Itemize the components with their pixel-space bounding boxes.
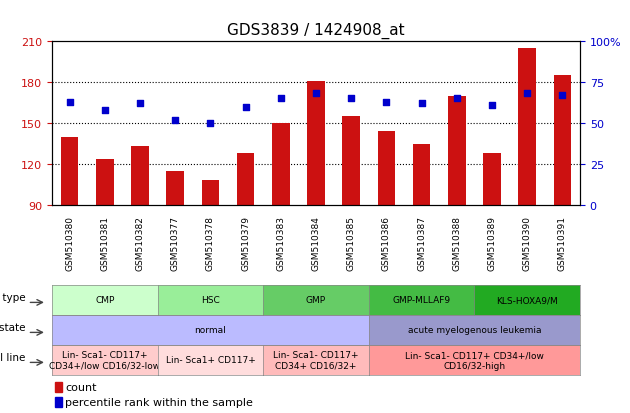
Text: Lin- Sca1+ CD117+: Lin- Sca1+ CD117+ bbox=[166, 356, 255, 365]
Point bbox=[241, 104, 251, 111]
Text: Lin- Sca1- CD117+
CD34+/low CD16/32-low: Lin- Sca1- CD117+ CD34+/low CD16/32-low bbox=[49, 351, 161, 370]
Bar bbox=[166, 171, 184, 206]
Bar bbox=[554, 76, 571, 206]
Text: KLS-HOXA9/M: KLS-HOXA9/M bbox=[496, 296, 558, 305]
Title: GDS3839 / 1424908_at: GDS3839 / 1424908_at bbox=[227, 23, 405, 39]
Text: disease state: disease state bbox=[0, 322, 26, 332]
Point bbox=[416, 101, 427, 107]
Text: CMP: CMP bbox=[95, 296, 115, 305]
Text: cell line: cell line bbox=[0, 352, 26, 362]
Bar bbox=[272, 124, 290, 206]
Bar bbox=[413, 144, 430, 206]
Point bbox=[311, 91, 321, 97]
Text: acute myelogenous leukemia: acute myelogenous leukemia bbox=[408, 326, 541, 335]
Text: Lin- Sca1- CD117+
CD34+ CD16/32+: Lin- Sca1- CD117+ CD34+ CD16/32+ bbox=[273, 351, 358, 370]
Point bbox=[64, 99, 74, 106]
Bar bbox=[342, 117, 360, 206]
Text: normal: normal bbox=[195, 326, 226, 335]
Bar bbox=[483, 154, 501, 206]
Bar bbox=[55, 382, 62, 392]
Bar bbox=[96, 159, 113, 206]
Text: Lin- Sca1- CD117+ CD34+/low
CD16/32-high: Lin- Sca1- CD117+ CD34+/low CD16/32-high bbox=[405, 351, 544, 370]
Bar bbox=[518, 49, 536, 206]
Bar bbox=[131, 147, 149, 206]
Text: percentile rank within the sample: percentile rank within the sample bbox=[66, 397, 253, 407]
Text: GMP-MLLAF9: GMP-MLLAF9 bbox=[392, 296, 450, 305]
Point bbox=[205, 121, 215, 127]
Point bbox=[135, 101, 145, 107]
Point bbox=[276, 96, 286, 102]
Point bbox=[381, 99, 391, 106]
Point bbox=[487, 102, 497, 109]
Bar bbox=[202, 181, 219, 206]
Bar bbox=[55, 396, 62, 407]
Bar bbox=[61, 138, 78, 206]
Bar bbox=[448, 96, 466, 206]
Point bbox=[346, 96, 356, 102]
Point bbox=[170, 117, 180, 124]
Text: HSC: HSC bbox=[201, 296, 220, 305]
Bar bbox=[377, 132, 395, 206]
Text: count: count bbox=[66, 382, 97, 392]
Bar bbox=[307, 81, 325, 206]
Point bbox=[452, 96, 462, 102]
Text: cell type: cell type bbox=[0, 292, 26, 302]
Point bbox=[522, 91, 532, 97]
Text: GMP: GMP bbox=[306, 296, 326, 305]
Point bbox=[558, 93, 568, 99]
Point bbox=[100, 107, 110, 114]
Bar bbox=[237, 154, 255, 206]
